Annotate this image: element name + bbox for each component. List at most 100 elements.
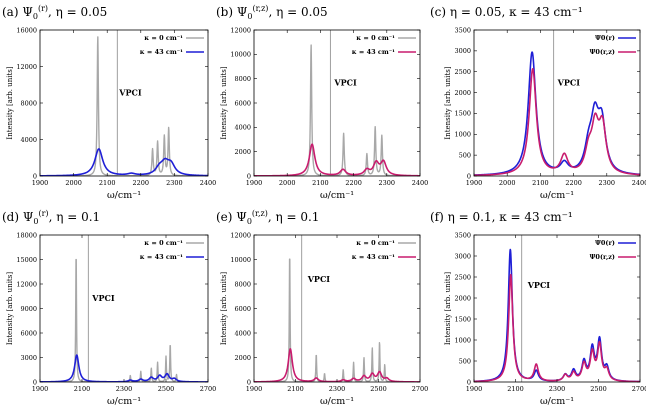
y-tick-label: 4000 xyxy=(20,136,37,144)
vpci-annotation: VPCI xyxy=(557,77,581,87)
y-tick-label: 10000 xyxy=(230,256,251,264)
panel-title: (d) Ψ0(r), η = 0.1 xyxy=(2,209,100,226)
plot-frame xyxy=(253,29,421,177)
series-line-2 xyxy=(474,273,640,382)
y-tick-label: 4000 xyxy=(234,329,251,337)
x-tick-label: 2100 xyxy=(287,385,304,393)
x-tick-label: 2500 xyxy=(370,385,387,393)
y-tick-label: 15000 xyxy=(16,256,37,264)
y-tick-label: 8000 xyxy=(20,99,37,107)
y-tick-label: 0 xyxy=(33,378,37,386)
legend-label: κ = 0 cm⁻¹ xyxy=(144,34,183,42)
x-tick-label: 2100 xyxy=(74,385,91,393)
plot-frame xyxy=(473,29,641,177)
y-tick-label: 12000 xyxy=(230,231,251,239)
legend-label: κ = 43 cm⁻¹ xyxy=(140,253,183,261)
y-tick-label: 2000 xyxy=(234,354,251,362)
x-tick-label: 1900 xyxy=(246,385,263,393)
x-tick-label: 2300 xyxy=(599,179,616,187)
y-tick-label: 1000 xyxy=(454,336,471,344)
x-tick-label: 1900 xyxy=(466,385,483,393)
x-tick-label: 2700 xyxy=(632,385,646,393)
x-tick-label: 2700 xyxy=(200,385,217,393)
legend-label: κ = 43 cm⁻¹ xyxy=(140,48,183,56)
x-tick-label: 2500 xyxy=(158,385,175,393)
series-line-2 xyxy=(254,143,420,176)
y-tick-label: 2500 xyxy=(454,68,471,76)
x-axis-label: ω/cm⁻¹ xyxy=(540,190,574,201)
legend-label: κ = 0 cm⁻¹ xyxy=(356,239,395,247)
x-tick-label: 2400 xyxy=(412,179,429,187)
y-tick-label: 500 xyxy=(459,151,471,159)
x-tick-label: 2500 xyxy=(590,385,607,393)
series-line-2 xyxy=(474,67,640,176)
legend-label: Ψ0(r) xyxy=(595,239,615,247)
series-line-1 xyxy=(474,51,640,176)
panel-d: (d) Ψ0(r), η = 0.1 0 3000 6000 9000 12000 1500… xyxy=(2,209,216,407)
y-tick-label: 1500 xyxy=(454,315,471,323)
x-axis-label: ω/cm⁻¹ xyxy=(540,396,574,407)
y-tick-label: 10000 xyxy=(230,51,251,59)
y-tick-label: 6000 xyxy=(234,305,251,313)
x-tick-label: 2400 xyxy=(632,179,646,187)
y-tick-label: 0 xyxy=(33,172,37,180)
series-line-1 xyxy=(254,258,420,382)
legend-label: κ = 0 cm⁻¹ xyxy=(144,239,183,247)
series-line-2 xyxy=(40,354,208,382)
y-tick-label: 4000 xyxy=(234,124,251,132)
vpci-annotation: VPCI xyxy=(527,280,551,290)
y-tick-label: 8000 xyxy=(234,280,251,288)
panel-c: (c) η = 0.05, κ = 43 cm⁻¹ 0 500 1000 1500 200… xyxy=(430,5,646,201)
y-tick-label: 500 xyxy=(459,357,471,365)
x-tick-label: 2200 xyxy=(133,179,150,187)
y-tick-label: 12000 xyxy=(16,280,37,288)
y-tick-label: 2000 xyxy=(234,148,251,156)
x-tick-label: 1900 xyxy=(466,179,483,187)
x-tick-label: 2700 xyxy=(412,385,429,393)
x-tick-label: 1900 xyxy=(32,385,49,393)
x-tick-label: 2100 xyxy=(507,385,524,393)
vpci-annotation: VPCI xyxy=(91,293,115,303)
x-tick-label: 2300 xyxy=(379,179,396,187)
y-tick-label: 3500 xyxy=(454,26,471,34)
y-tick-label: 18000 xyxy=(16,231,37,239)
y-tick-label: 3500 xyxy=(454,231,471,239)
x-tick-label: 2300 xyxy=(166,179,183,187)
y-tick-label: 6000 xyxy=(234,99,251,107)
vpci-annotation: VPCI xyxy=(118,88,142,98)
x-tick-label: 2300 xyxy=(549,385,566,393)
panel-e: (e) Ψ0(r,z), η = 0.1 0 2000 4000 6000 8000 100… xyxy=(216,209,428,407)
series-line-2 xyxy=(40,148,208,176)
x-tick-label: 2400 xyxy=(200,179,217,187)
y-tick-label: 0 xyxy=(467,378,471,386)
vpci-annotation: VPCI xyxy=(333,77,357,87)
panel-title: (e) Ψ0(r,z), η = 0.1 xyxy=(216,209,319,226)
y-tick-label: 9000 xyxy=(20,305,37,313)
y-tick-label: 0 xyxy=(247,378,251,386)
legend-label: Ψ0(r) xyxy=(595,34,615,42)
legend-label: κ = 43 cm⁻¹ xyxy=(352,48,395,56)
x-axis-label: ω/cm⁻¹ xyxy=(107,190,141,201)
plot-frame xyxy=(473,234,641,383)
plot-frame xyxy=(253,234,421,383)
y-tick-label: 2500 xyxy=(454,273,471,281)
y-axis-label: Intensity [arb. units] xyxy=(220,272,228,345)
x-tick-label: 2000 xyxy=(499,179,516,187)
y-tick-label: 0 xyxy=(467,172,471,180)
y-tick-label: 1500 xyxy=(454,110,471,118)
y-tick-label: 0 xyxy=(247,172,251,180)
y-tick-label: 12000 xyxy=(230,26,251,34)
y-axis-label: Intensity [arb. units] xyxy=(444,66,452,139)
panel-title: (c) η = 0.05, κ = 43 cm⁻¹ xyxy=(430,5,583,19)
series-line-1 xyxy=(40,258,208,382)
x-tick-label: 1900 xyxy=(246,179,263,187)
y-tick-label: 2000 xyxy=(454,89,471,97)
x-tick-label: 2000 xyxy=(279,179,296,187)
panel-title: (f) η = 0.1, κ = 43 cm⁻¹ xyxy=(430,210,573,224)
vpci-annotation: VPCI xyxy=(307,274,331,284)
x-tick-label: 2300 xyxy=(116,385,133,393)
panel-b: (b) Ψ0(r,z), η = 0.05 0 2000 4000 6000 8000 10… xyxy=(216,4,428,201)
y-tick-label: 12000 xyxy=(16,63,37,71)
x-axis-label: ω/cm⁻¹ xyxy=(320,396,354,407)
